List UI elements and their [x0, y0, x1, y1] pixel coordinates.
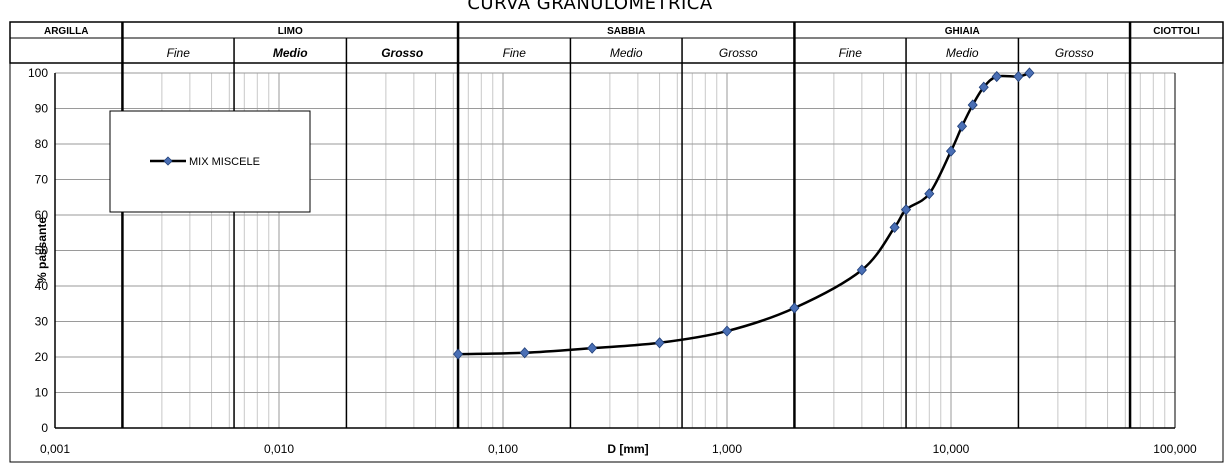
subband-label: Fine — [167, 46, 191, 60]
y-tick-label: 100 — [28, 66, 48, 80]
data-point — [519, 347, 530, 359]
y-tick-label: 10 — [35, 386, 49, 400]
data-point — [991, 70, 1002, 83]
band-label: CIOTTOLI — [1153, 26, 1200, 37]
data-point — [967, 99, 978, 111]
y-axis: 0 10 20 30 40 50 60 70 80 90 100 — [28, 66, 48, 435]
legend-label: MIX MISCELE — [189, 156, 260, 168]
subband-label: Fine — [503, 46, 527, 60]
y-tick-label: 20 — [35, 350, 49, 364]
data-point — [978, 81, 989, 93]
band-label: GHIAIA — [945, 26, 980, 37]
legend-box — [109, 110, 311, 213]
classification-header: ARGILLA LIMO SABBIA GHIAIA CIOTTOLI Fine Medio… — [9, 21, 1224, 463]
data-point — [1013, 70, 1024, 83]
y-tick-label: 50 — [35, 244, 49, 258]
band-label: LIMO — [278, 26, 303, 37]
series-line — [458, 71, 1030, 356]
subband-label: Grosso — [719, 46, 758, 60]
classification-boundaries — [54, 22, 1176, 429]
subband-label: Medio — [273, 46, 308, 60]
subband-label: Medio — [946, 46, 979, 60]
data-point — [789, 302, 800, 314]
y-tick-label: 30 — [35, 315, 49, 329]
plot-frame — [9, 21, 1224, 463]
data-point — [956, 120, 968, 132]
data-point — [889, 221, 900, 234]
y-axis-label: % passante — [35, 217, 49, 283]
y-tick-label: 70 — [35, 173, 49, 187]
subband-label: Fine — [839, 46, 863, 60]
x-tick-label: 100,000 — [1153, 442, 1197, 456]
x-tick-label: 10,000 — [933, 442, 970, 456]
y-tick-label: 40 — [35, 279, 49, 293]
data-point — [721, 325, 733, 337]
x-axis: 0,001 0,010 0,100 1,000 10,000 100,000 — [40, 442, 1197, 456]
y-tick-label: 80 — [35, 137, 49, 151]
data-point — [654, 337, 665, 349]
subband-label: Grosso — [381, 46, 423, 60]
y-tick-label: 0 — [41, 421, 48, 435]
band-label: ARGILLA — [44, 26, 88, 37]
x-tick-label: 0,001 — [40, 442, 70, 456]
y-tick-label: 90 — [35, 102, 49, 116]
data-series — [453, 67, 1035, 360]
data-point — [924, 188, 935, 200]
chart-title: CURVA GRANULOMETRICA — [467, 0, 712, 14]
subband-label: Medio — [610, 46, 643, 60]
x-tick-label: 1,000 — [712, 442, 742, 456]
data-point — [1024, 67, 1035, 79]
y-tick-label: 60 — [35, 208, 49, 222]
band-label: SABBIA — [607, 26, 645, 37]
data-point — [945, 145, 957, 157]
legend-marker — [163, 156, 173, 166]
data-point — [587, 342, 598, 354]
x-tick-label: 0,100 — [488, 442, 518, 456]
data-point — [856, 264, 867, 276]
chart-legend: MIX MISCELE — [109, 110, 311, 213]
subband-label: Grosso — [1055, 46, 1094, 60]
data-point — [901, 204, 912, 216]
x-axis-label: D [mm] — [607, 442, 648, 456]
x-tick-label: 0,010 — [264, 442, 294, 456]
data-point — [453, 348, 464, 360]
